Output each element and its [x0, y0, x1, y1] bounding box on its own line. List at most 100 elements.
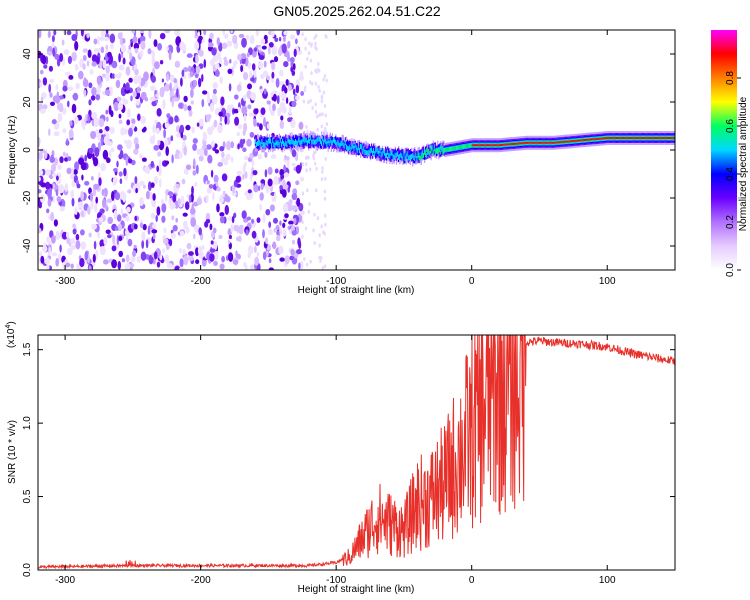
noise-speckle — [46, 236, 51, 243]
noise-speckle — [100, 46, 105, 54]
ridge-cell — [618, 137, 620, 139]
noise-speckle — [74, 63, 79, 71]
ridge-cell — [347, 145, 349, 152]
ridge-cell — [270, 138, 272, 144]
noise-speckle — [288, 220, 294, 225]
ridge-cell — [472, 144, 475, 147]
noise-speckle — [231, 216, 235, 224]
noise-speckle — [109, 126, 115, 134]
snr-frame — [37, 334, 676, 571]
noise-speckle — [113, 209, 118, 220]
noise-speckle — [116, 160, 119, 168]
noise-speckle — [249, 34, 255, 45]
ridge-cell — [464, 144, 466, 149]
noise-speckle — [295, 95, 300, 101]
ridge-cell — [300, 136, 302, 144]
ridge-cell — [551, 141, 554, 144]
noise-speckle — [74, 116, 79, 125]
ridge-cell — [306, 140, 309, 146]
noise-speckle — [254, 256, 259, 266]
noise-speckle — [324, 113, 327, 118]
noise-speckle — [160, 199, 164, 205]
noise-speckle — [185, 124, 191, 131]
noise-speckle — [293, 217, 297, 225]
ridge-cell — [296, 140, 298, 146]
noise-speckle — [154, 90, 157, 95]
colorbar-tick-label: 0.4 — [725, 167, 736, 181]
ridge-cell — [284, 142, 286, 148]
ridge-cell — [443, 147, 445, 152]
noise-speckle — [320, 224, 323, 229]
ridge-cell — [457, 145, 459, 150]
noise-speckle — [127, 108, 131, 118]
ridge-cell — [390, 150, 392, 156]
noise-speckle — [168, 50, 172, 61]
ridge-cell — [414, 149, 416, 159]
noise-speckle — [234, 116, 240, 126]
ridge-cell — [659, 137, 661, 139]
noise-speckle — [88, 99, 92, 106]
noise-speckle — [245, 229, 249, 236]
ridge-cell — [317, 140, 319, 148]
noise-speckle — [292, 63, 296, 71]
ridge-cell — [599, 137, 601, 140]
ridge-cell — [601, 137, 604, 140]
noise-speckle — [251, 230, 257, 239]
ridge-cell — [641, 137, 644, 139]
noise-speckle — [150, 182, 155, 188]
ridge-cell — [324, 140, 326, 149]
ridge-cell — [554, 141, 556, 144]
ridge-cell — [459, 145, 462, 150]
noise-speckle — [174, 115, 179, 123]
noise-speckle — [320, 95, 324, 100]
ridge-cell — [378, 151, 380, 157]
noise-speckle — [159, 87, 165, 98]
noise-speckle — [176, 88, 179, 98]
noise-speckle — [111, 191, 115, 201]
noise-speckle — [233, 108, 239, 114]
ridge-cell — [422, 152, 425, 157]
noise-speckle — [209, 223, 213, 231]
noise-speckle — [70, 189, 75, 199]
noise-speckle — [124, 262, 131, 270]
noise-speckle — [191, 126, 195, 134]
noise-speckle — [51, 252, 57, 257]
ridge-cell — [578, 139, 580, 142]
noise-speckle — [58, 184, 65, 194]
noise-speckle — [262, 229, 265, 239]
noise-speckle — [190, 100, 194, 105]
noise-speckle — [137, 74, 142, 84]
noise-speckle — [148, 30, 152, 39]
noise-speckle — [209, 102, 215, 112]
noise-speckle — [75, 233, 80, 241]
noise-speckle — [41, 54, 47, 65]
noise-speckle — [111, 259, 117, 269]
ridge-cell — [563, 140, 566, 143]
noise-speckle — [127, 238, 133, 247]
ridge-cell — [654, 137, 657, 139]
noise-speckle — [135, 188, 138, 194]
ridge-cell — [330, 140, 332, 146]
noise-speckle — [162, 248, 165, 254]
noise-speckle — [259, 88, 264, 94]
ridge-cell — [542, 141, 544, 144]
noise-speckle — [98, 217, 104, 223]
noise-speckle — [272, 93, 277, 102]
noise-speckle — [82, 63, 86, 70]
noise-speckle — [107, 234, 112, 239]
noise-speckle — [278, 37, 282, 42]
ridge-cell — [643, 137, 645, 139]
ridge-cell — [272, 137, 274, 144]
noise-speckle — [272, 103, 276, 112]
noise-speckle — [308, 202, 311, 206]
ridge-cell — [432, 151, 434, 155]
ridge-cell — [276, 141, 278, 147]
ridge-cell — [509, 143, 511, 146]
noise-speckle — [179, 41, 186, 50]
noise-speckle — [287, 117, 292, 123]
noise-speckle — [262, 251, 267, 260]
ridge-cell — [645, 137, 647, 139]
noise-speckle — [39, 81, 43, 88]
ridge-cell — [275, 139, 277, 145]
